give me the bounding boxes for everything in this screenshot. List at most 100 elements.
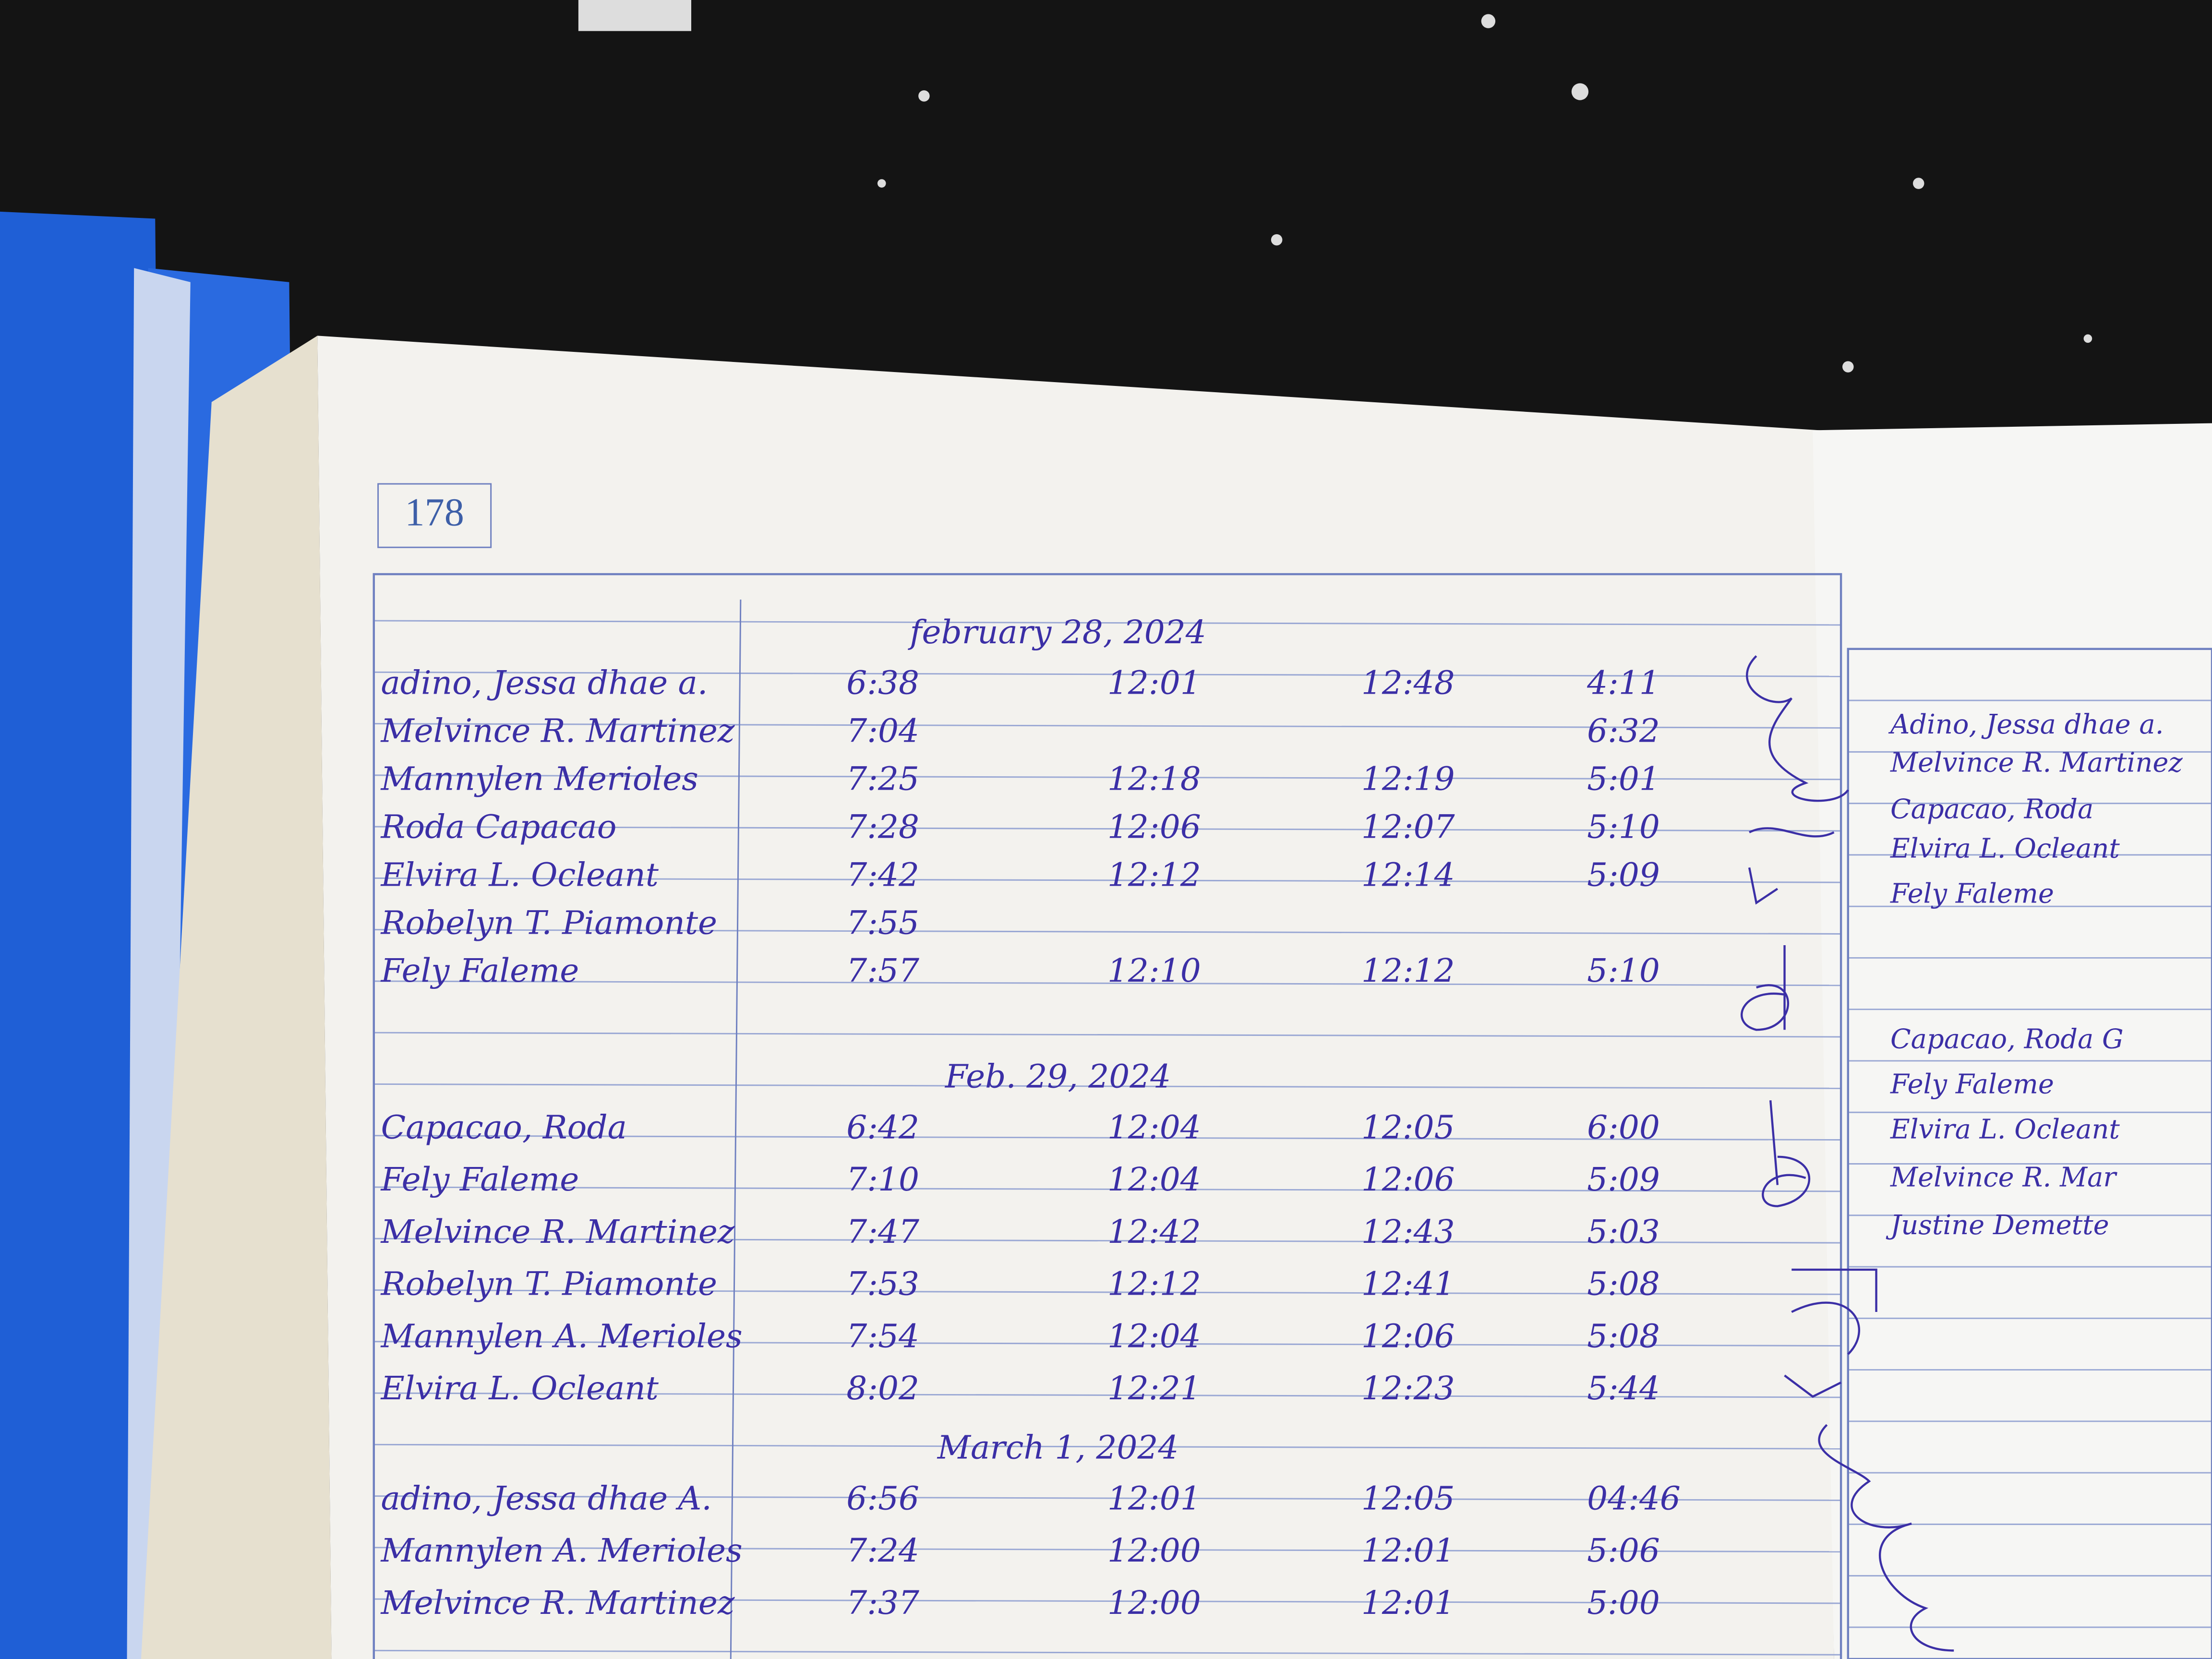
time-entry: 7:55 bbox=[846, 903, 919, 941]
time-entry: 12:18 bbox=[1107, 760, 1201, 798]
rule bbox=[373, 1547, 1841, 1553]
time-entry: 7:47 bbox=[846, 1213, 919, 1250]
next-page-name: Melvince R. Martinez bbox=[1890, 747, 2183, 778]
employee-name: Mannylen Merioles bbox=[380, 760, 698, 798]
next-page-name: Elvira L. Ocleant bbox=[1890, 833, 2120, 865]
employee-name: Melvince R. Martinez bbox=[380, 712, 734, 750]
rule bbox=[373, 1238, 1841, 1244]
time-entry: 12:23 bbox=[1361, 1369, 1455, 1407]
employee-name: Elvira L. Ocleant bbox=[380, 1369, 659, 1407]
rule bbox=[373, 980, 1841, 986]
rule bbox=[373, 1289, 1841, 1295]
rule bbox=[373, 1032, 1841, 1038]
employee-name: Melvince R. Martinez bbox=[380, 1584, 734, 1622]
rule bbox=[373, 1495, 1841, 1501]
time-entry: 12:14 bbox=[1361, 855, 1455, 893]
next-page-name: Capacao, Roda bbox=[1890, 793, 2093, 825]
page-number: 178 bbox=[405, 490, 464, 534]
rule bbox=[373, 1341, 1841, 1347]
next-page-name: Elvira L. Ocleant bbox=[1890, 1114, 2120, 1145]
time-entry: 6:32 bbox=[1587, 712, 1660, 750]
rule bbox=[373, 826, 1841, 832]
employee-name: Roda Capacao bbox=[380, 807, 616, 845]
next-page-name: Capacao, Roda G bbox=[1890, 1023, 2124, 1055]
employee-name: Fely Faleme bbox=[380, 951, 579, 989]
time-entry: 04:46 bbox=[1587, 1479, 1681, 1517]
time-entry: 12:04 bbox=[1107, 1160, 1201, 1198]
time-entry: 12:10 bbox=[1107, 951, 1201, 989]
time-entry: 5:10 bbox=[1587, 807, 1660, 845]
time-entry: 12:05 bbox=[1361, 1479, 1455, 1517]
time-entry: 12:01 bbox=[1361, 1584, 1455, 1622]
time-entry: 4:11 bbox=[1587, 664, 1660, 702]
time-entry: 12:21 bbox=[1107, 1369, 1201, 1407]
time-entry: 7:28 bbox=[846, 807, 919, 845]
time-entry: 8:02 bbox=[846, 1369, 919, 1407]
time-entry: 7:57 bbox=[846, 951, 919, 989]
employee-name: Capacao, Roda bbox=[381, 1108, 626, 1146]
employee-name: Robelyn T. Piamonte bbox=[380, 1265, 717, 1303]
time-entry: 6:00 bbox=[1587, 1108, 1660, 1146]
time-entry: 12:04 bbox=[1107, 1108, 1201, 1146]
rule bbox=[373, 1443, 1841, 1450]
time-entry: 5:44 bbox=[1587, 1369, 1660, 1407]
time-entry: 12:07 bbox=[1361, 807, 1455, 845]
time-entry: 5:06 bbox=[1587, 1531, 1660, 1569]
time-entry: 7:25 bbox=[846, 760, 919, 798]
time-entry: 12:12 bbox=[1107, 1265, 1201, 1303]
employee-name: Mannylen A. Merioles bbox=[380, 1531, 742, 1569]
table-frame bbox=[373, 573, 1842, 1659]
time-entry: 7:04 bbox=[846, 712, 919, 750]
page-number-box bbox=[377, 483, 492, 548]
employee-name: Melvince R. Martinez bbox=[380, 1213, 734, 1250]
time-entry: 7:24 bbox=[846, 1531, 919, 1569]
rule bbox=[373, 671, 1841, 677]
section-date: Feb. 29, 2024 bbox=[944, 1058, 1171, 1095]
rule bbox=[373, 1598, 1841, 1604]
rule bbox=[373, 620, 1841, 626]
time-entry: 12:01 bbox=[1107, 664, 1201, 702]
time-entry: 12:01 bbox=[1361, 1531, 1455, 1569]
blue-binder bbox=[0, 211, 169, 1659]
rule bbox=[373, 1083, 1841, 1089]
left-page bbox=[317, 336, 1834, 1659]
time-entry: 12:06 bbox=[1361, 1317, 1455, 1355]
time-entry: 5:09 bbox=[1587, 1160, 1660, 1198]
time-entry: 5:03 bbox=[1587, 1213, 1660, 1250]
rule bbox=[373, 1392, 1841, 1398]
time-entry: 5:08 bbox=[1587, 1317, 1660, 1355]
time-entry: 7:37 bbox=[846, 1584, 919, 1622]
time-entry: 12:00 bbox=[1107, 1531, 1201, 1569]
rule bbox=[373, 723, 1841, 729]
employee-name: Mannylen A. Merioles bbox=[380, 1317, 742, 1355]
time-entry: 5:08 bbox=[1587, 1265, 1660, 1303]
time-entry: 5:09 bbox=[1587, 855, 1660, 893]
time-entry: 12:06 bbox=[1107, 807, 1201, 845]
right-page bbox=[1813, 423, 2212, 1659]
time-entry: 12:43 bbox=[1361, 1213, 1455, 1250]
time-entry: 5:01 bbox=[1587, 760, 1660, 798]
time-entry: 6:56 bbox=[846, 1479, 919, 1517]
section-date: february 28, 2024 bbox=[907, 613, 1206, 651]
employee-name: Fely Faleme bbox=[380, 1160, 579, 1198]
rule bbox=[373, 929, 1841, 935]
time-entry: 12:48 bbox=[1361, 664, 1455, 702]
time-entry: 6:42 bbox=[846, 1108, 919, 1146]
time-entry: 7:10 bbox=[846, 1160, 919, 1198]
time-entry: 7:54 bbox=[846, 1317, 919, 1355]
time-entry: 12:04 bbox=[1107, 1317, 1201, 1355]
next-page-name: Fely Faleme bbox=[1890, 878, 2054, 910]
employee-name: adino, Jessa dhae a. bbox=[381, 664, 708, 702]
time-entry: 12:41 bbox=[1361, 1265, 1455, 1303]
page-edges bbox=[141, 336, 332, 1659]
time-entry: 12:06 bbox=[1361, 1160, 1455, 1198]
next-page-name: Adino, Jessa dhae a. bbox=[1888, 709, 2164, 740]
employee-name: Elvira L. Ocleant bbox=[380, 855, 659, 893]
rule bbox=[373, 1186, 1841, 1192]
time-entry: 12:01 bbox=[1107, 1479, 1201, 1517]
next-page-name: Justine Demette bbox=[1886, 1210, 2109, 1241]
time-entry: 5:10 bbox=[1587, 951, 1660, 989]
time-entry: 5:00 bbox=[1587, 1584, 1660, 1622]
time-entry: 6:38 bbox=[846, 664, 919, 702]
